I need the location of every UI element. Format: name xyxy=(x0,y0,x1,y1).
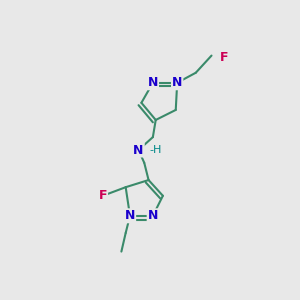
Text: N: N xyxy=(134,143,144,157)
Text: N: N xyxy=(172,76,182,89)
Text: N: N xyxy=(148,76,158,89)
Text: F: F xyxy=(98,189,107,202)
Text: -H: -H xyxy=(149,145,161,155)
Text: F: F xyxy=(220,50,229,64)
Text: N: N xyxy=(125,209,135,222)
Text: N: N xyxy=(148,209,158,222)
